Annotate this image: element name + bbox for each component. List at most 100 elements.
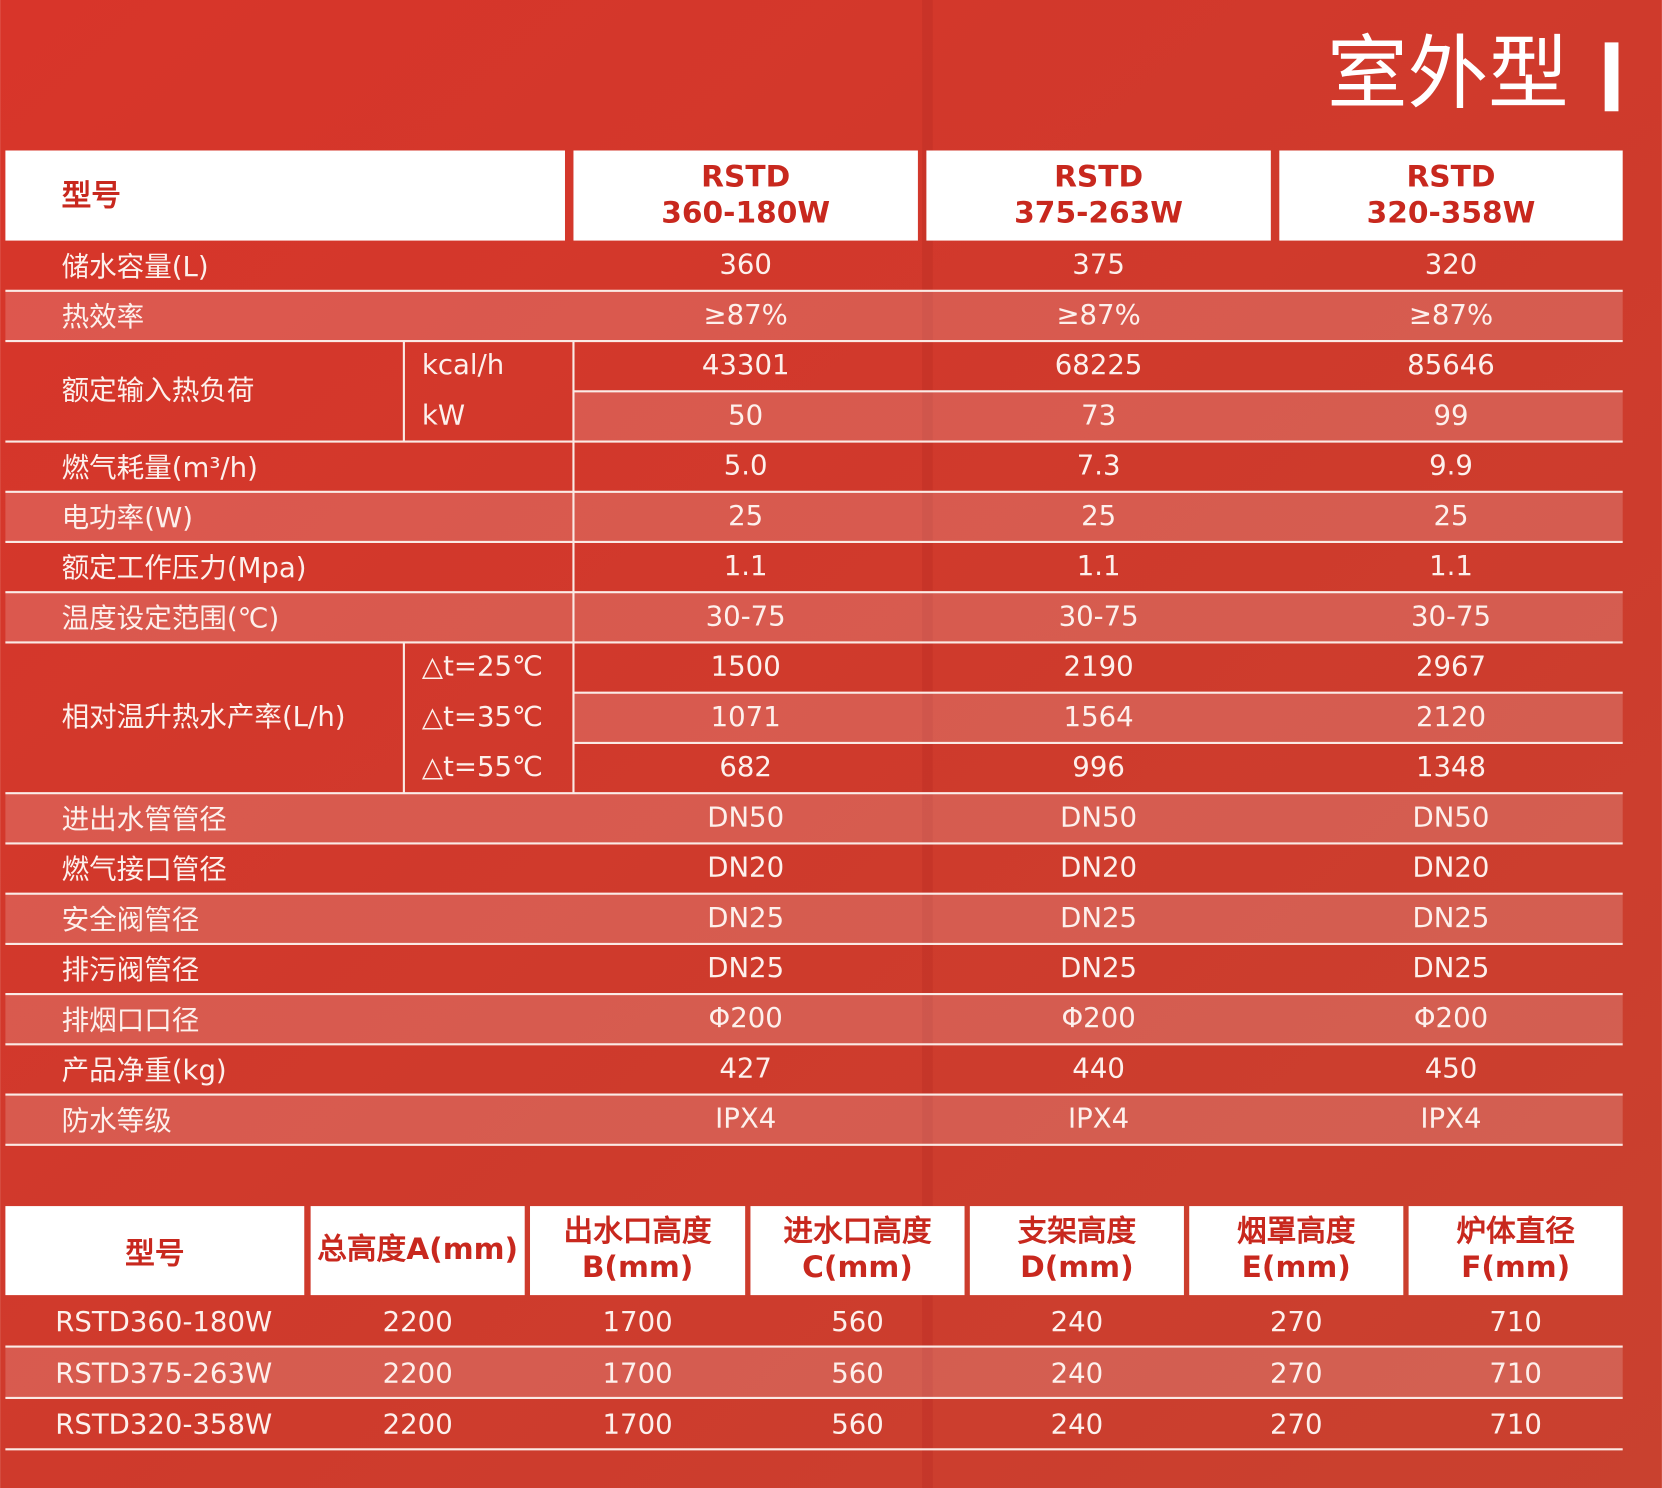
cell-value: 1071	[711, 701, 781, 733]
row-label: 防水等级	[62, 1105, 172, 1137]
header-label: 出水口高度	[563, 1213, 712, 1248]
header-cell	[969, 1206, 1184, 1296]
header-cell	[1279, 150, 1623, 241]
cell-value: RSTD320-358W	[55, 1409, 272, 1441]
cell-value: DN25	[1413, 902, 1490, 934]
cell-value: 270	[1270, 1409, 1323, 1441]
row-unit: △t=25℃	[422, 651, 543, 683]
cell-value: 996	[1072, 751, 1125, 783]
cell-value: 2200	[383, 1357, 453, 1389]
header-label: 型号	[125, 1235, 184, 1270]
cell-value: 1700	[603, 1357, 673, 1389]
cell-value: 2967	[1416, 651, 1486, 683]
row-band	[5, 592, 1623, 643]
row-band	[573, 692, 1623, 743]
row-label: 燃气耗量(m³/h)	[62, 452, 258, 484]
cell-value: 1700	[603, 1306, 673, 1338]
cell-value: 7.3	[1077, 450, 1121, 482]
cell-value: 440	[1072, 1052, 1125, 1084]
header-label: E(mm)	[1242, 1249, 1351, 1284]
header-label: 支架高度	[1018, 1213, 1137, 1248]
cell-value: IPX4	[715, 1103, 776, 1135]
row-label: 热效率	[62, 301, 145, 333]
header-cell	[573, 150, 918, 241]
model-name: 320-358W	[1367, 195, 1536, 230]
cell-value: 450	[1425, 1052, 1478, 1084]
cell-value: 320	[1425, 249, 1478, 281]
cell-value: 50	[728, 399, 763, 431]
header-label: C(mm)	[802, 1249, 913, 1284]
row-band	[573, 391, 1623, 442]
cell-value: 43301	[702, 349, 790, 381]
cell-value: DN50	[1413, 801, 1490, 833]
cell-value: Φ200	[709, 1002, 783, 1034]
model-name: 360-180W	[661, 195, 830, 230]
row-unit: kcal/h	[422, 349, 504, 381]
cell-value: 1.1	[1429, 550, 1473, 582]
row-band	[5, 793, 1623, 844]
header-label: F(mm)	[1461, 1249, 1570, 1284]
cell-value: 1.1	[724, 550, 768, 582]
row-band	[5, 893, 1623, 944]
row-label: 额定输入热负荷	[62, 374, 255, 406]
cell-value: ≥87%	[1056, 299, 1140, 331]
header-cell	[530, 1206, 746, 1296]
cell-value: 1.1	[1077, 550, 1121, 582]
header-label: 型号	[62, 178, 121, 213]
row-label: 排污阀管径	[62, 954, 200, 986]
cell-value: DN20	[707, 852, 784, 884]
model-name: RSTD	[701, 159, 790, 194]
cell-value: 240	[1051, 1409, 1104, 1441]
cell-value: 9.9	[1429, 450, 1473, 482]
cell-value: DN20	[1060, 852, 1137, 884]
row-label: 燃气接口管径	[62, 854, 227, 886]
header-label: B(mm)	[582, 1249, 694, 1284]
cell-value: 710	[1489, 1306, 1542, 1338]
cell-value: 30-75	[1059, 600, 1139, 632]
row-band	[5, 1094, 1623, 1145]
cell-value: ≥87%	[1409, 299, 1493, 331]
page-title: 室外型	[1327, 26, 1569, 120]
cell-value: 560	[831, 1306, 884, 1338]
cell-value: 682	[719, 751, 772, 783]
cell-value: 25	[1433, 500, 1468, 532]
row-unit: △t=35℃	[422, 701, 543, 733]
header-label: D(mm)	[1020, 1249, 1134, 1284]
model-name: 375-263W	[1014, 195, 1183, 230]
cell-value: 710	[1489, 1409, 1542, 1441]
header-label: 烟罩高度	[1237, 1213, 1356, 1248]
cell-value: DN25	[1060, 952, 1137, 984]
header-cell	[5, 150, 565, 241]
header-label: 总高度A(mm)	[317, 1231, 518, 1266]
row-label: 相对温升热水产率(L/h)	[62, 701, 346, 733]
cell-value: 1700	[603, 1409, 673, 1441]
cell-value: 270	[1270, 1306, 1323, 1338]
cell-value: DN25	[1413, 952, 1490, 984]
row-label: 温度设定范围(℃)	[62, 602, 280, 634]
cell-value: 560	[831, 1409, 884, 1441]
cell-value: IPX4	[1068, 1103, 1129, 1135]
cell-value: DN50	[707, 801, 784, 833]
row-band	[5, 994, 1623, 1045]
header-cell	[750, 1206, 965, 1296]
cell-value: 30-75	[706, 600, 786, 632]
cell-value: 360	[719, 249, 772, 281]
row-band	[5, 290, 1623, 342]
row-unit: △t=55℃	[422, 751, 543, 783]
cell-value: 25	[1081, 500, 1116, 532]
cell-value: 85646	[1407, 349, 1495, 381]
row-label: 安全阀管径	[62, 904, 200, 936]
header-cell	[1408, 1206, 1623, 1296]
row-unit: kW	[422, 399, 465, 431]
cell-value: RSTD360-180W	[55, 1306, 272, 1338]
cell-value: DN20	[1413, 852, 1490, 884]
cell-value: 240	[1051, 1306, 1104, 1338]
cell-value: DN25	[1060, 902, 1137, 934]
row-label: 储水容量(L)	[62, 251, 209, 283]
cell-value: 73	[1081, 399, 1116, 431]
cell-value: 427	[719, 1052, 772, 1084]
cell-value: ≥87%	[704, 299, 788, 331]
cell-value: DN25	[707, 902, 784, 934]
